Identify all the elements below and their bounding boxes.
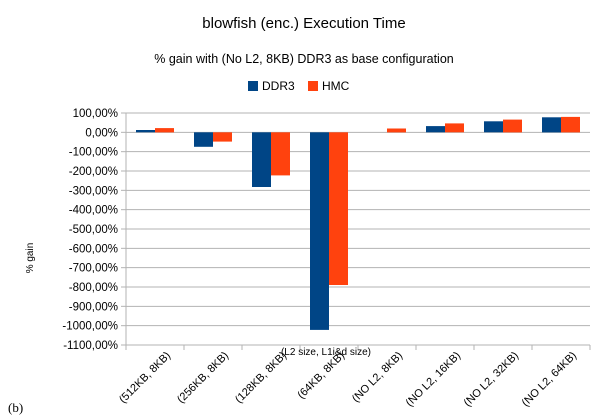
bar-ddr3-3 — [310, 132, 329, 330]
x-axis-label: (L2 size, L1i&d size) — [281, 347, 371, 358]
bar-ddr3-5 — [426, 126, 445, 133]
bar-ddr3-2 — [252, 132, 271, 187]
grid — [126, 112, 590, 346]
y-tick-label: 100,00% — [73, 108, 118, 120]
x-category-label: (512KB, 8KB) — [117, 350, 173, 406]
y-tick-label: -100,00% — [69, 147, 118, 159]
chart-title: blowfish (enc.) Execution Time — [202, 15, 405, 32]
legend: DDR3 HMC — [248, 79, 350, 93]
x-category-label: (NO L2, 16KB) — [404, 350, 463, 409]
bar-hmc-1 — [213, 132, 232, 142]
y-tick-label: -1100,00% — [63, 340, 118, 352]
x-category-label: (NO L2, 32KB) — [462, 350, 521, 409]
bar-hmc-2 — [271, 132, 290, 176]
bar-hmc-4 — [387, 128, 406, 133]
y-tick-label: -600,00% — [69, 243, 118, 255]
axes — [125, 113, 591, 350]
bar-ddr3-6 — [484, 121, 503, 133]
legend-label-hmc: HMC — [322, 79, 350, 93]
legend-label-ddr3: DDR3 — [262, 79, 295, 93]
x-category-label: (256KB, 8KB) — [175, 350, 231, 406]
panel-label: (b) — [8, 400, 23, 415]
bars — [136, 116, 580, 330]
y-tick-label: -700,00% — [69, 263, 118, 275]
bar-ddr3-1 — [194, 132, 213, 147]
bar-hmc-6 — [503, 119, 522, 133]
x-axis-categories: (512KB, 8KB) (256KB, 8KB) (128KB, 8KB) (64K… — [117, 350, 579, 409]
y-tick-label: -400,00% — [69, 205, 118, 217]
y-tick-label: -300,00% — [69, 185, 118, 197]
y-tick-label: -900,00% — [69, 301, 118, 313]
x-category-label: (128KB, 8KB) — [233, 350, 289, 406]
y-tick-label: -1000,00% — [62, 321, 118, 333]
bar-ddr3-7 — [542, 117, 561, 133]
x-category-label: (NO L2, 64KB) — [520, 350, 579, 409]
legend-swatch-hmc — [308, 81, 318, 91]
legend-swatch-ddr3 — [248, 81, 258, 91]
chart-subtitle: % gain with (No L2, 8KB) DDR3 as base co… — [154, 52, 454, 66]
y-tick-label: 0,00% — [85, 127, 118, 139]
bar-hmc-3 — [329, 132, 348, 285]
bar-hmc-7 — [561, 116, 580, 133]
bar-hmc-0 — [155, 128, 174, 133]
y-tick-label: -200,00% — [69, 166, 118, 178]
y-axis-ticks: 100,00% 0,00% -100,00% -200,00% -300,00% -400… — [62, 108, 126, 352]
bar-hmc-5 — [445, 123, 464, 133]
y-tick-label: -800,00% — [69, 282, 118, 294]
y-axis-label: % gain — [25, 243, 36, 274]
y-tick-label: -500,00% — [69, 224, 118, 236]
bar-ddr3-0 — [136, 130, 155, 133]
